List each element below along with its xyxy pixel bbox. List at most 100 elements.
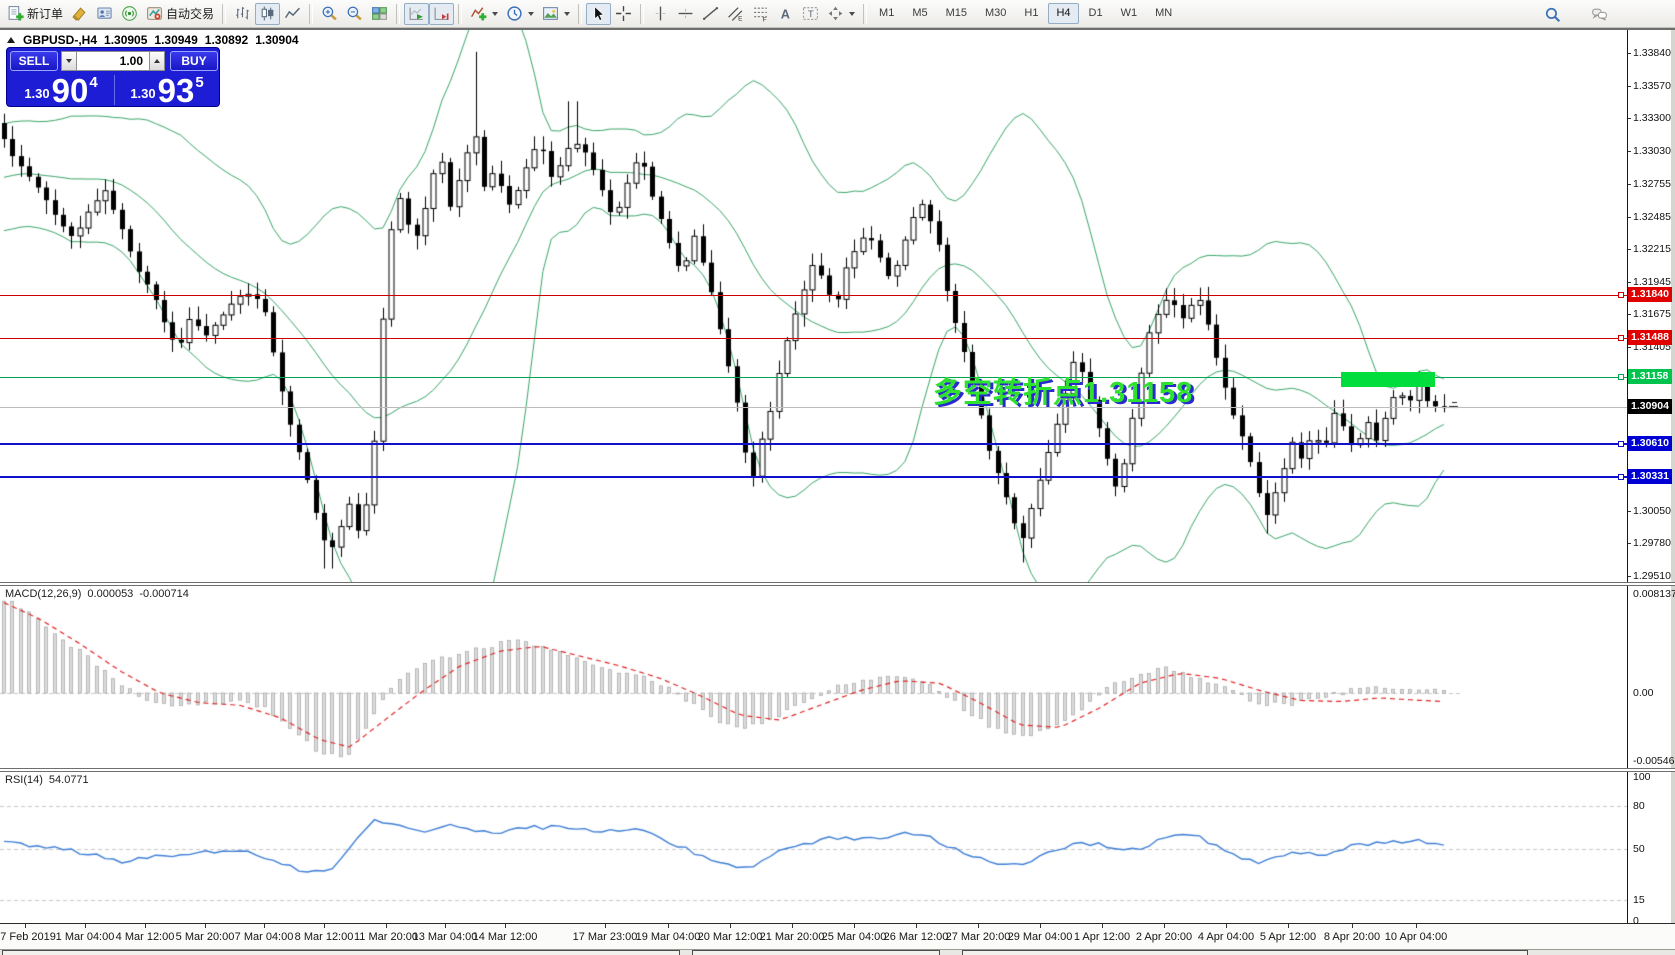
profile-button[interactable] — [92, 3, 117, 25]
price-chart-canvas[interactable] — [0, 30, 1627, 582]
price-axis-tick: 1.32485 — [1633, 211, 1671, 223]
axis-tick-mark — [730, 924, 731, 928]
ohlc-close: 1.30904 — [255, 33, 299, 47]
panel-divider-macd[interactable] — [0, 582, 1675, 586]
arrows-icon — [827, 5, 844, 22]
horizontal-line-object[interactable] — [0, 476, 1627, 478]
symbol-period: GBPUSD-,H4 — [23, 33, 98, 47]
timeframe-button-h4[interactable]: H4 — [1048, 3, 1079, 24]
line-drag-handle[interactable] — [1618, 474, 1624, 480]
sell-button[interactable]: SELL — [10, 51, 58, 71]
line-chart-button[interactable] — [280, 3, 305, 25]
indicators-button[interactable] — [466, 3, 502, 25]
axis-tick-mark — [1627, 576, 1631, 577]
horizontal-line-tool-button[interactable] — [673, 3, 698, 25]
axis-tick-mark — [792, 924, 793, 928]
label-tool-button[interactable]: T — [798, 3, 823, 25]
indicator-scale-label: 0 — [1633, 915, 1639, 927]
autotrade-button[interactable]: 自动交易 — [142, 3, 218, 25]
periods-button[interactable] — [502, 3, 538, 25]
trendline-tool-button[interactable] — [698, 3, 723, 25]
panel-divider — [114, 75, 115, 105]
arrows-tool-button[interactable] — [823, 3, 859, 25]
timeframe-button-m30[interactable]: M30 — [985, 7, 1007, 19]
svg-text:F: F — [763, 16, 767, 22]
search-button[interactable] — [1540, 3, 1565, 25]
line-drag-handle[interactable] — [1618, 335, 1624, 341]
svg-text:T: T — [808, 9, 814, 20]
chart-text-annotation[interactable]: 多空转折点1.31158 — [933, 377, 1194, 409]
indicator-scale-label: 0.008137 — [1633, 588, 1675, 600]
vertical-line-tool-button[interactable] — [648, 3, 673, 25]
buy-price[interactable]: 1.30 93 5 — [115, 74, 219, 107]
trendline-icon — [702, 5, 719, 22]
timeframe-button-mn[interactable]: MN — [1155, 7, 1173, 19]
toolbar-separator — [578, 3, 583, 24]
bar-chart-button[interactable] — [230, 3, 255, 25]
sell-price-prefix: 1.30 — [24, 86, 50, 101]
axis-tick-mark — [1627, 314, 1631, 315]
axis-tick-mark — [1352, 924, 1353, 928]
crosshair-tool-button[interactable] — [611, 3, 636, 25]
eraser-button[interactable] — [67, 3, 92, 25]
eraser-icon — [71, 5, 88, 22]
timeframe-button-m5[interactable]: M5 — [912, 7, 928, 19]
collapse-panel-icon[interactable] — [7, 37, 15, 43]
toolbar-separator — [222, 3, 227, 24]
tile-windows-button[interactable] — [367, 3, 392, 25]
time-axis[interactable]: 27 Feb 2019 1 Mar 04:00 4 Mar 12:00 5 Mar 2… — [0, 923, 1675, 949]
horizontal-line-object[interactable] — [0, 443, 1627, 445]
signal-button[interactable] — [117, 3, 142, 25]
timeframe-button-m1[interactable]: M1 — [879, 7, 895, 19]
buy-price-pip: 5 — [195, 74, 204, 91]
volume-increase-button[interactable] — [149, 51, 165, 71]
cursor-tool-button[interactable] — [586, 2, 612, 25]
zoom-out-button[interactable] — [342, 3, 367, 25]
buy-price-prefix: 1.30 — [130, 86, 156, 101]
line-drag-handle[interactable] — [1618, 292, 1624, 298]
sell-price[interactable]: 1.30 90 4 — [9, 74, 113, 107]
rsi-indicator-canvas[interactable] — [0, 772, 1627, 922]
window-edge-strip — [1671, 30, 1675, 949]
horizontal-line-object[interactable] — [0, 338, 1627, 339]
timeframe-button-w1[interactable]: W1 — [1120, 7, 1138, 19]
zoom-in-button[interactable] — [317, 3, 342, 25]
price-axis-tick: 1.33030 — [1633, 145, 1671, 157]
channel-tool-button[interactable]: E — [723, 3, 748, 25]
new-order-button[interactable]: 新订单 — [3, 3, 67, 25]
autotrade-label: 自动交易 — [166, 7, 215, 21]
axis-tick-mark — [1627, 543, 1631, 544]
horizontal-line-object[interactable] — [0, 295, 1627, 296]
autotrade-icon — [146, 5, 163, 22]
line-drag-handle[interactable] — [1618, 441, 1624, 447]
price-axis-tick: 1.31945 — [1633, 276, 1671, 288]
tile-windows-icon — [371, 5, 388, 22]
chat-button[interactable] — [1587, 3, 1612, 25]
text-tool-button[interactable]: A — [773, 3, 798, 25]
horizontal-line-object[interactable] — [0, 377, 1627, 378]
line-drag-handle[interactable] — [1618, 374, 1624, 380]
candlestick-chart-button[interactable] — [255, 2, 281, 25]
fibonacci-tool-button[interactable]: F — [748, 3, 773, 25]
time-axis-label: 10 Apr 04:00 — [1384, 931, 1448, 943]
profile-icon — [96, 5, 113, 22]
price-badge: 1.30331 — [1628, 469, 1672, 484]
panel-divider-rsi[interactable] — [0, 768, 1675, 772]
highlight-rectangle[interactable] — [1341, 372, 1435, 387]
axis-tick-mark — [1288, 924, 1289, 928]
timeframe-button-d1[interactable]: D1 — [1088, 7, 1103, 19]
axis-tick-mark — [1627, 217, 1631, 218]
templates-button[interactable] — [538, 3, 574, 25]
macd-indicator-canvas[interactable] — [0, 586, 1627, 768]
toolbar: 新订单 自动交易 E F A T — [0, 0, 1675, 28]
auto-scroll-button[interactable] — [404, 2, 430, 25]
axis-tick-mark — [1627, 184, 1631, 185]
volume-decrease-button[interactable] — [61, 51, 77, 71]
price-axis-tick: 1.32755 — [1633, 178, 1671, 190]
buy-button[interactable]: BUY — [170, 51, 218, 71]
chart-shift-button[interactable] — [429, 2, 455, 25]
bottom-window-fragment — [2, 950, 680, 955]
timeframe-button-h1[interactable]: H1 — [1024, 7, 1039, 19]
volume-input[interactable] — [77, 51, 149, 71]
timeframe-button-m15[interactable]: M15 — [945, 7, 967, 19]
